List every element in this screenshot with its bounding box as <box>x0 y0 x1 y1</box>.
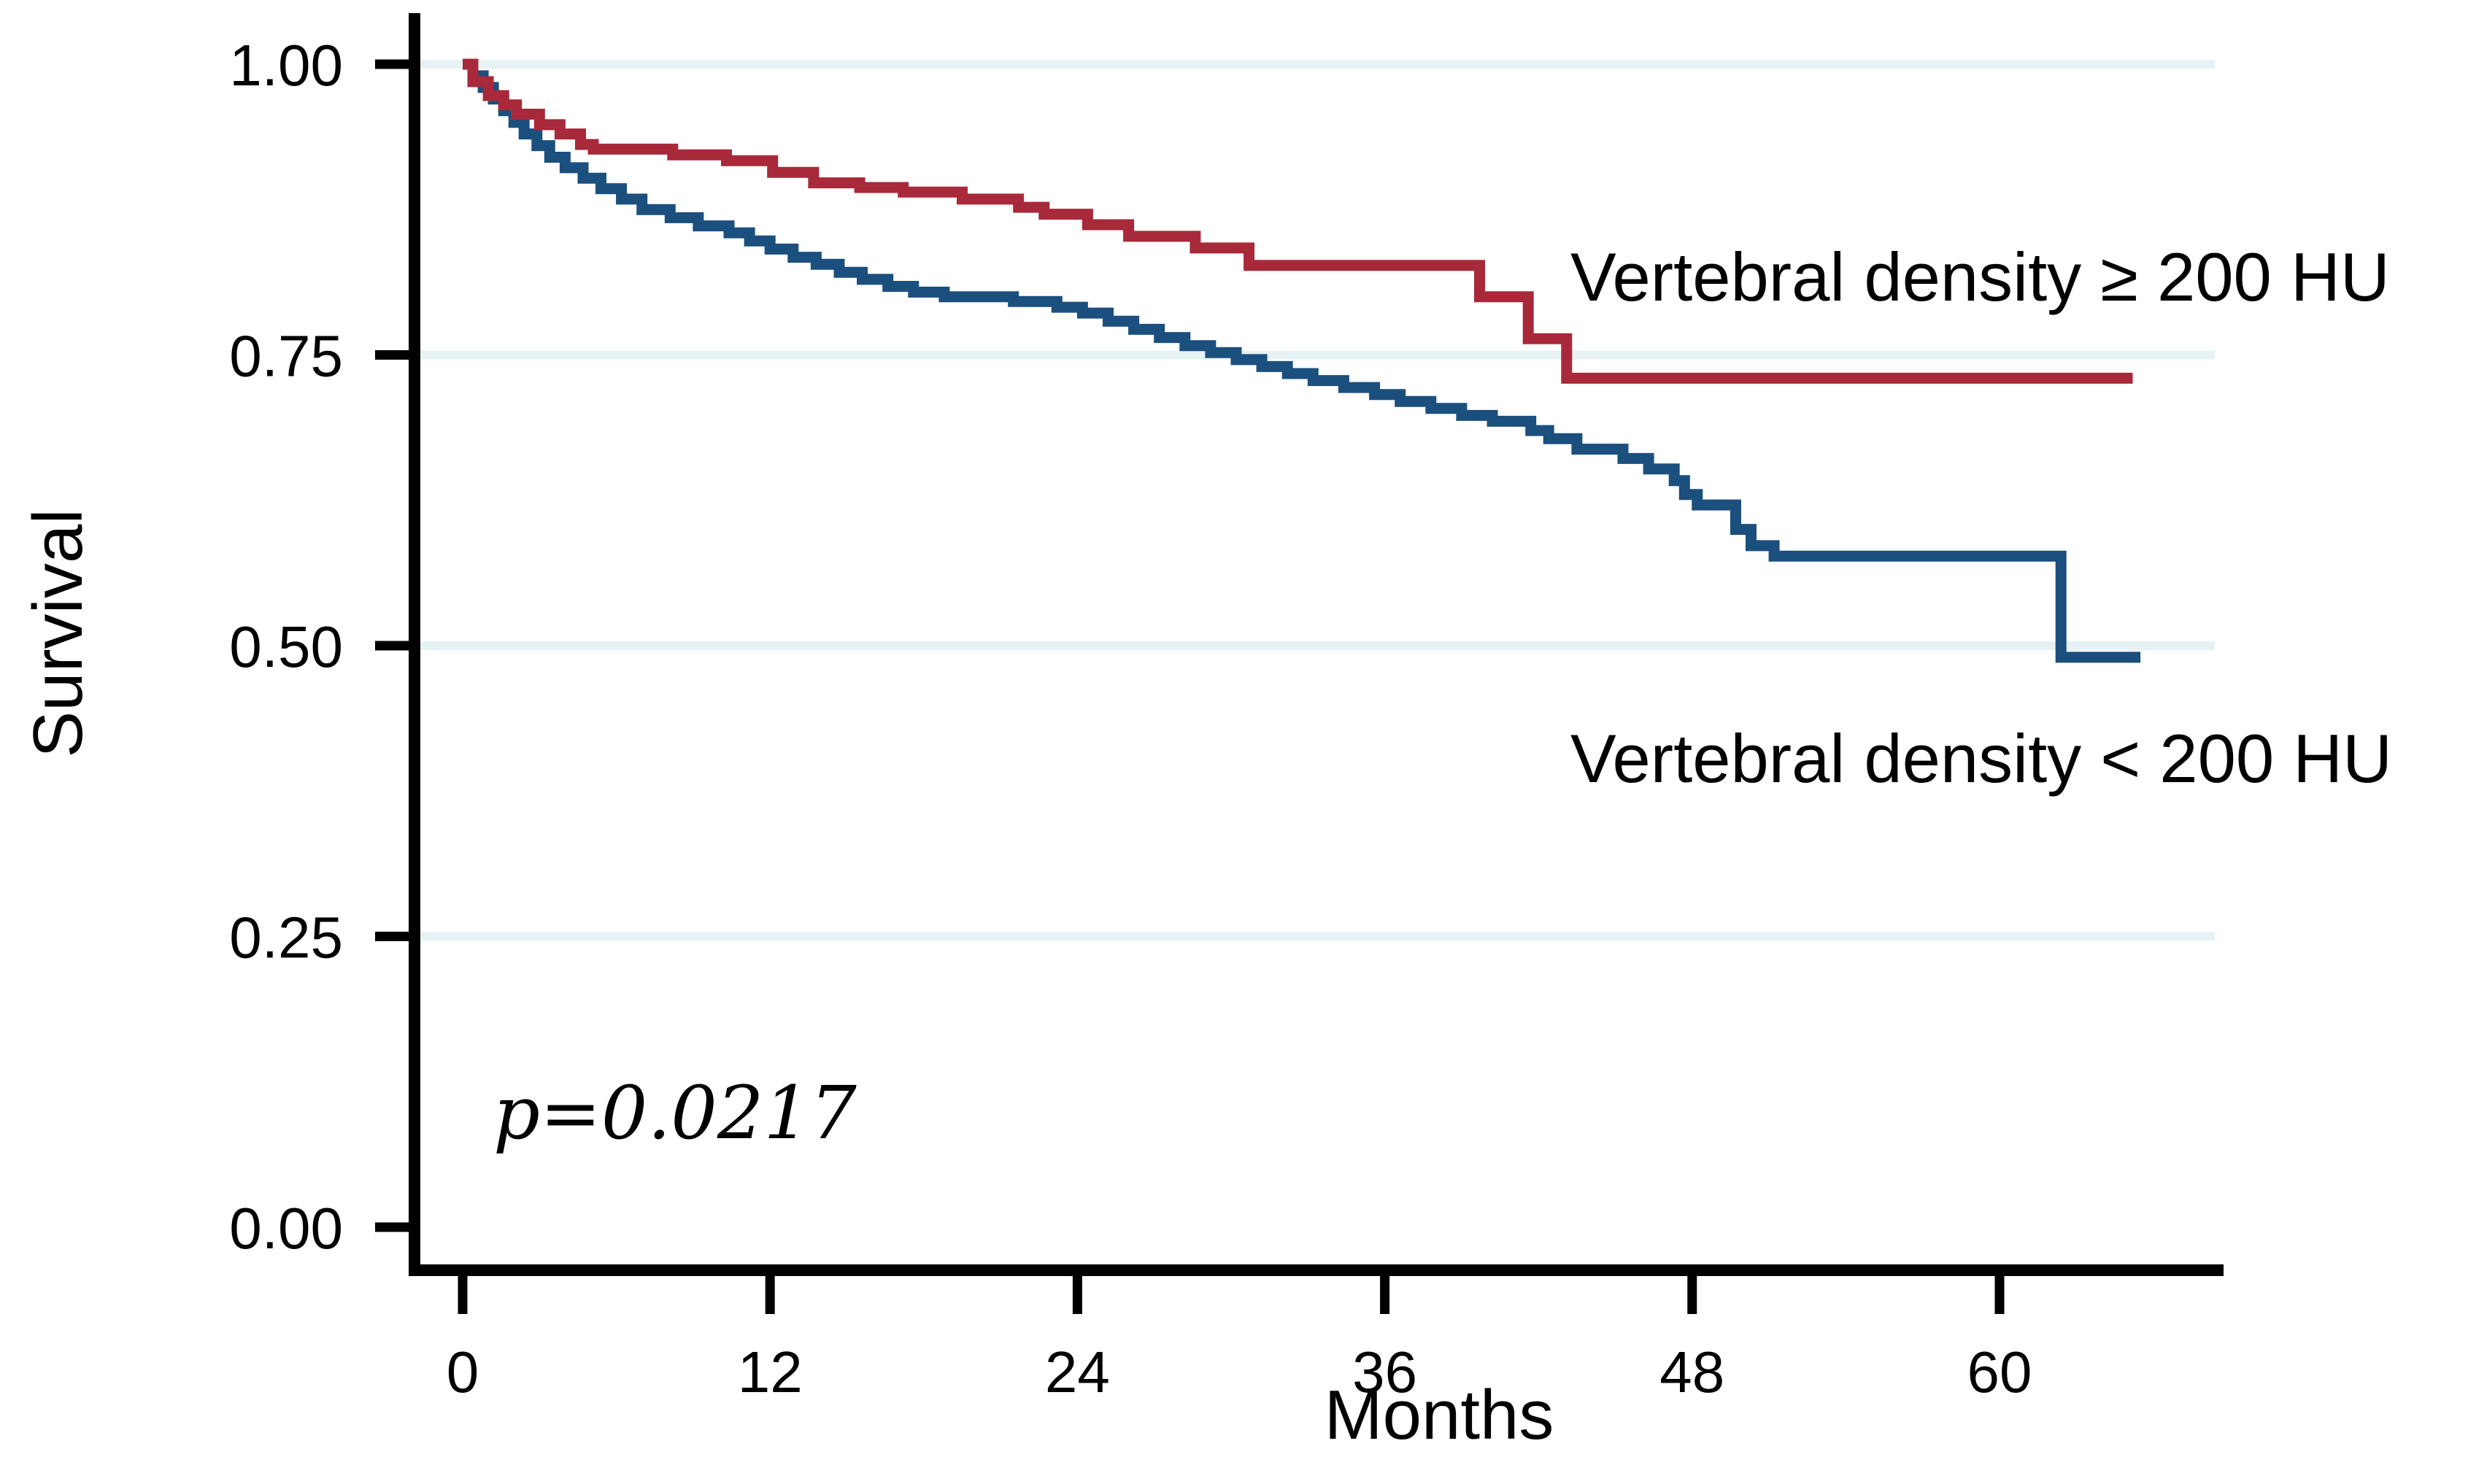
survival-curve-lt200 <box>463 58 2141 663</box>
x-tick-label: 0 <box>447 1340 479 1404</box>
x-tick-label: 60 <box>1967 1340 2032 1404</box>
axes: 1.00 0.75 0.50 0.25 0.00 0 12 24 36 48 60 <box>229 13 2224 1404</box>
y-tick-label: 0.00 <box>229 1196 343 1261</box>
p-value-annotation: p=0.0217 <box>493 1070 857 1156</box>
gridlines <box>415 60 2215 941</box>
x-tick-label: 24 <box>1045 1340 1110 1404</box>
x-tick-label: 12 <box>738 1340 803 1404</box>
legend-lt200-label: Vertebral density < 200 HU <box>1570 720 2392 797</box>
y-ticks: 1.00 0.75 0.50 0.25 0.00 <box>229 33 415 1261</box>
y-axis-title: Survival <box>19 509 97 757</box>
y-tick-label: 1.00 <box>229 33 343 98</box>
y-tick-label: 0.25 <box>229 905 343 970</box>
y-tick-label: 0.75 <box>229 324 343 389</box>
x-ticks: 0 12 24 36 48 60 <box>447 1270 2032 1404</box>
legend-ge200-label: Vertebral density ≥ 200 HU <box>1570 239 2390 315</box>
x-axis-title: Months <box>1325 1376 1554 1454</box>
x-tick-label: 36 <box>1352 1340 1417 1404</box>
survival-curves <box>463 58 2141 663</box>
survival-curve-ge200 <box>463 58 2133 384</box>
x-tick-label: 48 <box>1659 1340 1724 1404</box>
y-tick-label: 0.50 <box>229 614 343 679</box>
